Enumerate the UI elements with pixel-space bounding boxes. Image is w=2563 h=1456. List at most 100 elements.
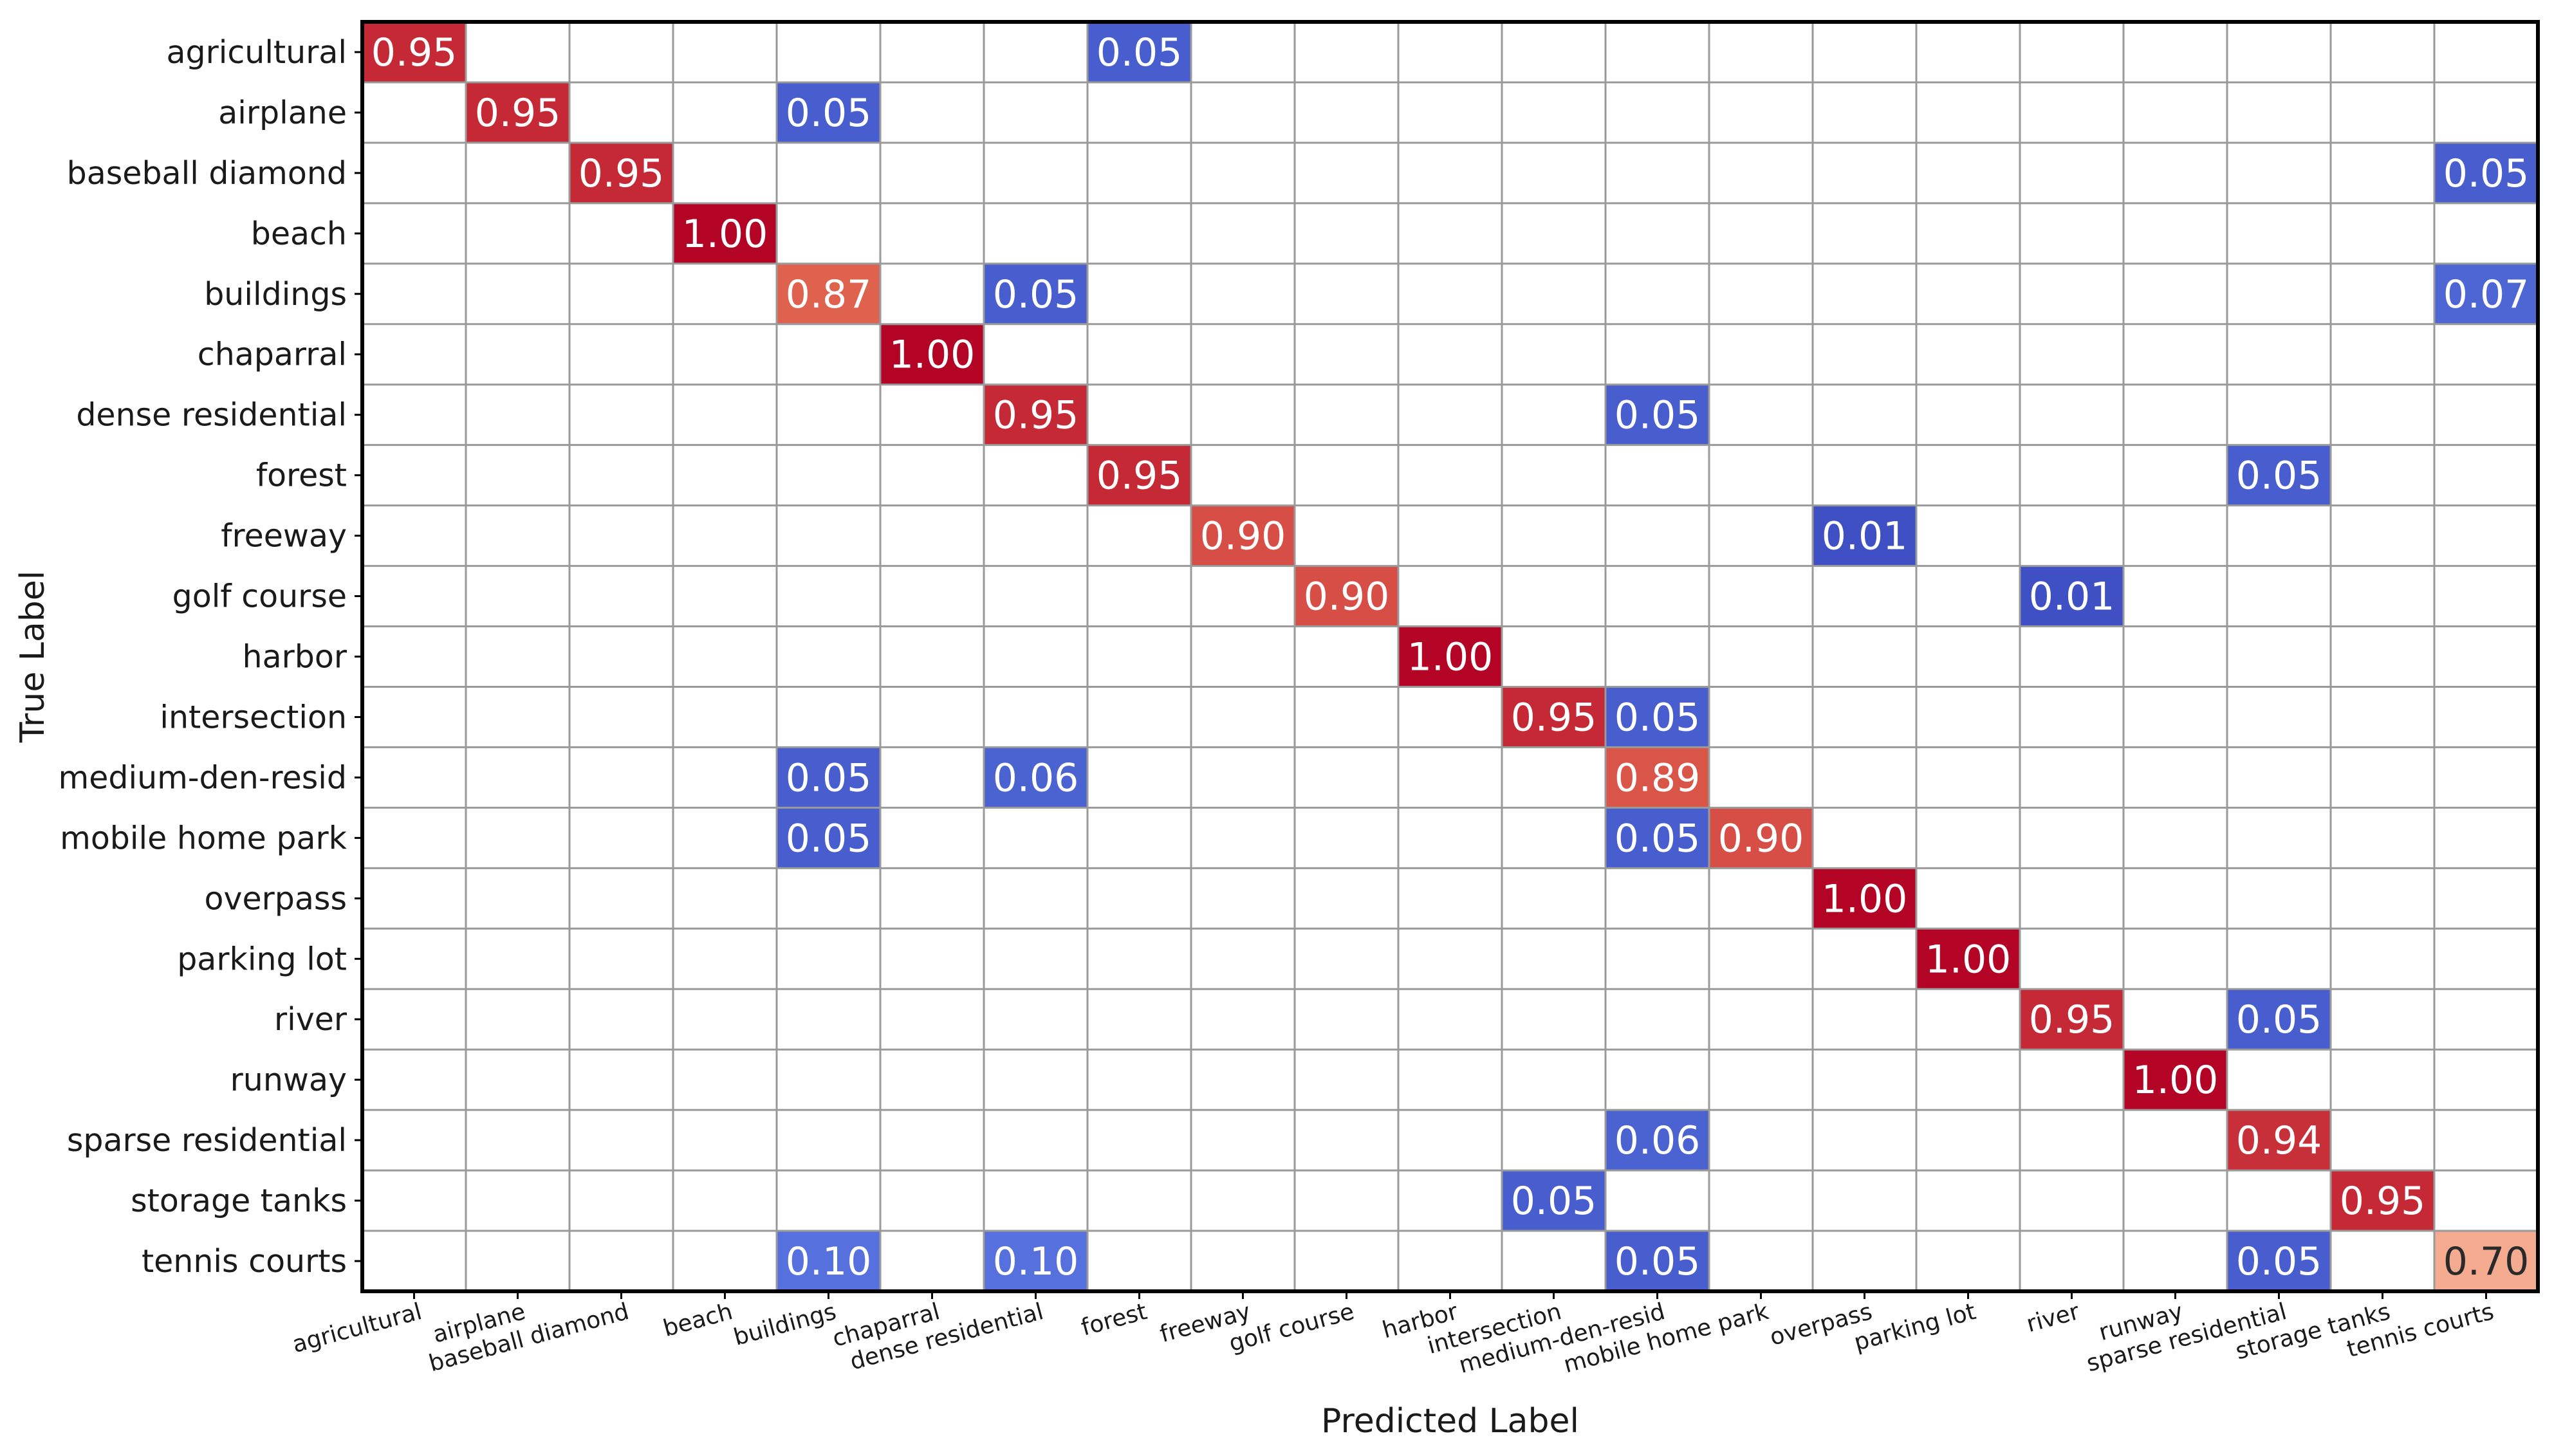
cell-value-label-r1-c1: 0.95 bbox=[475, 91, 561, 136]
heatmap-cell-r11-c11 bbox=[1502, 687, 1605, 748]
y-tick-label: parking lot bbox=[177, 941, 347, 977]
cell-value-labels: 0.95 0.05 0.95 0.05 0.95 0.05 1.00 0.87 0.05 0.07… bbox=[371, 30, 2530, 1284]
heatmap-cell-r8-c14 bbox=[1813, 505, 1916, 566]
y-tick-label: forest bbox=[256, 457, 347, 494]
tick-labels: agriculturalagriculturalairplaneairplane… bbox=[58, 34, 2496, 1379]
cell-value-label-r10-c10: 1.00 bbox=[1407, 635, 1494, 680]
cell-value-label-r13-c4: 0.05 bbox=[786, 816, 872, 861]
cell-value-label-r20-c6: 0.10 bbox=[993, 1239, 1079, 1284]
cell-value-label-r7-c7: 0.95 bbox=[1096, 454, 1183, 499]
heatmap-cell-r16-c16 bbox=[2020, 989, 2123, 1050]
y-tick-label: overpass bbox=[205, 880, 347, 917]
heatmap-cell-r19-c11 bbox=[1502, 1170, 1605, 1231]
heatmap-cell-r1-c4 bbox=[777, 82, 880, 143]
cell-value-label-r20-c20: 0.70 bbox=[2443, 1239, 2530, 1284]
heatmap-cell-r19-c19 bbox=[2331, 1170, 2434, 1231]
cell-value-label-r17-c17: 1.00 bbox=[2133, 1058, 2219, 1103]
y-tick-label: river bbox=[274, 1001, 347, 1038]
y-tick-label: baseball diamond bbox=[67, 155, 347, 192]
x-tick-label: forest bbox=[1078, 1298, 1150, 1341]
cell-value-label-r16-c16: 0.95 bbox=[2029, 997, 2115, 1042]
cell-value-label-r7-c18: 0.05 bbox=[2236, 454, 2322, 499]
cell-value-label-r0-c0: 0.95 bbox=[371, 30, 458, 75]
cell-value-label-r20-c18: 0.05 bbox=[2236, 1239, 2322, 1284]
y-axis-label: True Label bbox=[14, 571, 52, 743]
y-tick-label: agricultural bbox=[166, 34, 347, 71]
cell-value-label-r15-c15: 1.00 bbox=[1925, 937, 2012, 982]
heatmap-cell-r0-c7 bbox=[1087, 22, 1191, 82]
cell-value-label-r19-c19: 0.95 bbox=[2340, 1179, 2426, 1224]
cell-value-label-r14-c14: 1.00 bbox=[1822, 876, 1908, 921]
heatmap-cells bbox=[362, 22, 2538, 1291]
x-axis-label: Predicted Label bbox=[1321, 1402, 1579, 1441]
cell-value-label-r11-c11: 0.95 bbox=[1511, 695, 1597, 740]
heatmap-cell-r2-c20 bbox=[2434, 142, 2538, 203]
y-tick-label: sparse residential bbox=[67, 1122, 347, 1159]
heatmap-cell-r7-c18 bbox=[2227, 445, 2331, 506]
cell-value-label-r6-c12: 0.05 bbox=[1615, 393, 1701, 438]
y-tick-label: mobile home park bbox=[60, 820, 347, 856]
heatmap-cell-r0-c0 bbox=[362, 22, 466, 82]
heatmap-cell-r3-c3 bbox=[673, 203, 777, 264]
cell-value-label-r8-c14: 0.01 bbox=[1822, 514, 1908, 559]
heatmap-cell-r7-c7 bbox=[1087, 445, 1191, 506]
cell-value-label-r11-c12: 0.05 bbox=[1615, 695, 1701, 740]
y-tick-label: chaparral bbox=[198, 336, 347, 373]
cell-value-label-r12-c12: 0.89 bbox=[1615, 755, 1701, 800]
cell-value-label-r18-c18: 0.94 bbox=[2236, 1118, 2322, 1163]
heatmap-cell-r4-c4 bbox=[777, 263, 880, 324]
y-tick-label: dense residential bbox=[76, 397, 347, 434]
cell-value-label-r2-c20: 0.05 bbox=[2443, 151, 2530, 196]
cell-value-label-r13-c12: 0.05 bbox=[1615, 816, 1701, 861]
x-tick-label: river bbox=[2024, 1298, 2082, 1338]
y-tick-label: storage tanks bbox=[131, 1183, 347, 1219]
heatmap-cell-r13-c12 bbox=[1605, 807, 1709, 869]
cell-value-label-r6-c6: 0.95 bbox=[993, 393, 1079, 438]
cell-value-label-r3-c3: 1.00 bbox=[682, 212, 768, 257]
y-tick-label: intersection bbox=[160, 699, 347, 735]
heatmap-cell-r1-c1 bbox=[466, 82, 569, 143]
plot-frame bbox=[360, 20, 2540, 1293]
heatmap-cell-r18-c18 bbox=[2227, 1110, 2331, 1171]
x-tick-label: agricultural bbox=[290, 1298, 425, 1358]
cell-value-label-r19-c11: 0.05 bbox=[1511, 1179, 1597, 1224]
cell-value-label-r4-c4: 0.87 bbox=[786, 272, 872, 317]
heatmap-cell-r18-c12 bbox=[1605, 1110, 1709, 1171]
y-tick-label: golf course bbox=[172, 578, 347, 615]
heatmap-cell-r10-c10 bbox=[1398, 626, 1502, 687]
heatmap-cell-r9-c9 bbox=[1295, 566, 1398, 627]
heatmap-cell-r15-c15 bbox=[1916, 928, 2020, 990]
y-tick-label: beach bbox=[251, 216, 347, 252]
heatmap-cell-r5-c5 bbox=[880, 324, 984, 385]
cell-value-label-r16-c18: 0.05 bbox=[2236, 997, 2322, 1042]
cell-value-label-r1-c4: 0.05 bbox=[786, 91, 872, 136]
heatmap-cell-r16-c18 bbox=[2227, 989, 2331, 1050]
heatmap-cell-r20-c4 bbox=[777, 1231, 880, 1291]
heatmap-cell-r8-c8 bbox=[1191, 505, 1295, 566]
cell-value-label-r12-c4: 0.05 bbox=[786, 755, 872, 800]
y-tick-label: runway bbox=[230, 1062, 347, 1098]
heatmap-cell-r17-c17 bbox=[2123, 1049, 2227, 1110]
cell-value-label-r8-c8: 0.90 bbox=[1200, 514, 1286, 559]
cell-value-label-r4-c20: 0.07 bbox=[2443, 272, 2530, 317]
cell-value-label-r20-c4: 0.10 bbox=[786, 1239, 872, 1284]
heatmap-cell-r13-c13 bbox=[1709, 807, 1813, 869]
cell-value-label-r9-c9: 0.90 bbox=[1304, 575, 1390, 620]
heatmap-cell-r13-c4 bbox=[777, 807, 880, 869]
heatmap-cell-r2-c2 bbox=[569, 142, 673, 203]
x-tick-label: buildings bbox=[731, 1298, 839, 1351]
cell-value-label-r20-c12: 0.05 bbox=[1615, 1239, 1701, 1284]
heatmap-cell-r14-c14 bbox=[1813, 868, 1916, 929]
cell-value-label-r12-c6: 0.06 bbox=[993, 755, 1079, 800]
y-tick-label: freeway bbox=[221, 518, 347, 555]
x-tick-label: beach bbox=[660, 1298, 736, 1342]
heatmap-cell-r12-c12 bbox=[1605, 747, 1709, 808]
cell-value-label-r9-c16: 0.01 bbox=[2029, 575, 2115, 620]
cell-value-label-r2-c2: 0.95 bbox=[578, 151, 665, 196]
heatmap-cell-r20-c20 bbox=[2434, 1231, 2538, 1291]
cell-value-label-r13-c13: 0.90 bbox=[1718, 816, 1804, 861]
grid-lines bbox=[362, 22, 2538, 1291]
heatmap-cell-r9-c16 bbox=[2020, 566, 2123, 627]
heatmap-cell-r12-c6 bbox=[984, 747, 1087, 808]
